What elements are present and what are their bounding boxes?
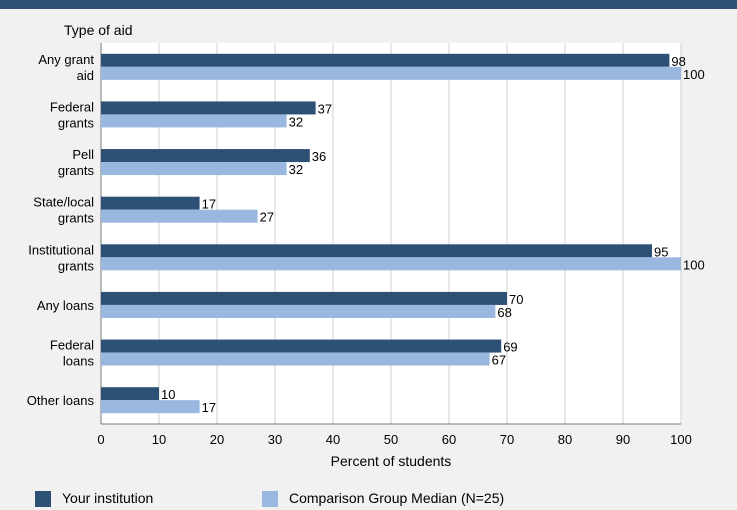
bar-comparison-median [101, 304, 496, 318]
bar-your-institution [101, 244, 652, 258]
legend-swatch-series-1 [262, 491, 278, 507]
category-label: grants [58, 115, 95, 130]
category-label: Federal [50, 338, 94, 353]
x-tick-label: 40 [326, 432, 340, 447]
category-label: grants [58, 163, 95, 178]
bar-your-institution [101, 339, 502, 353]
x-tick-label: 100 [670, 432, 692, 447]
bar-value-label: 36 [312, 149, 326, 164]
bar-value-label: 68 [497, 305, 511, 320]
category-label: aid [77, 68, 94, 83]
category-label: Any loans [37, 298, 95, 313]
x-tick-label: 10 [152, 432, 166, 447]
bar-value-label: 27 [260, 210, 274, 225]
bar-value-label: 32 [289, 114, 303, 129]
bar-comparison-median [101, 400, 200, 414]
bar-value-label: 32 [289, 162, 303, 177]
bar-your-institution [101, 196, 200, 210]
legend: Your institution Comparison Group Median… [0, 482, 737, 510]
bar-value-label: 37 [318, 101, 332, 116]
category-label: Federal [50, 99, 94, 114]
bar-comparison-median [101, 114, 287, 128]
x-tick-label: 0 [97, 432, 104, 447]
category-label: Institutional [28, 242, 94, 257]
bar-your-institution [101, 53, 670, 67]
bar-value-label: 69 [503, 340, 517, 355]
bar-value-label: 67 [492, 353, 506, 368]
bar-value-label: 17 [202, 197, 216, 212]
bar-comparison-median [101, 352, 490, 366]
bar-comparison-median [101, 209, 258, 223]
x-tick-label: 80 [558, 432, 572, 447]
category-label: loans [63, 354, 95, 369]
legend-swatch-series-0 [35, 491, 51, 507]
bar-your-institution [101, 387, 159, 401]
bar-your-institution [101, 101, 316, 115]
legend-label-series-0: Your institution [62, 490, 154, 506]
x-axis-title: Percent of students [331, 453, 452, 469]
bar-chart: 0 10 20 30 40 50 60 70 80 90 100 Percent of student… [27, 43, 705, 469]
bar-comparison-median [101, 257, 681, 271]
category-label: Pell [72, 147, 94, 162]
x-tick-label: 20 [210, 432, 224, 447]
bar-your-institution [101, 149, 310, 163]
x-tick-label: 70 [500, 432, 514, 447]
bar-value-label: 70 [509, 292, 523, 307]
category-label: State/local [33, 195, 94, 210]
category-label: Any grant [38, 52, 94, 67]
y-axis-title: Type of aid [64, 22, 133, 38]
category-label: Other loans [27, 393, 95, 408]
bar-comparison-median [101, 66, 681, 80]
category-label: grants [58, 258, 95, 273]
bar-value-label: 98 [671, 54, 685, 69]
bar-value-label: 95 [654, 244, 668, 259]
category-label: grants [58, 211, 95, 226]
x-tick-label: 50 [384, 432, 398, 447]
header-bar [0, 0, 737, 9]
x-tick-label: 90 [616, 432, 630, 447]
bar-comparison-median [101, 162, 287, 176]
bar-value-label: 100 [683, 67, 705, 82]
bar-value-label: 100 [683, 257, 705, 272]
bar-value-label: 17 [202, 400, 216, 415]
bar-value-label: 10 [161, 387, 175, 402]
x-tick-label: 60 [442, 432, 456, 447]
x-tick-label: 30 [268, 432, 282, 447]
bar-your-institution [101, 291, 507, 305]
legend-label-series-1: Comparison Group Median (N=25) [289, 490, 505, 506]
